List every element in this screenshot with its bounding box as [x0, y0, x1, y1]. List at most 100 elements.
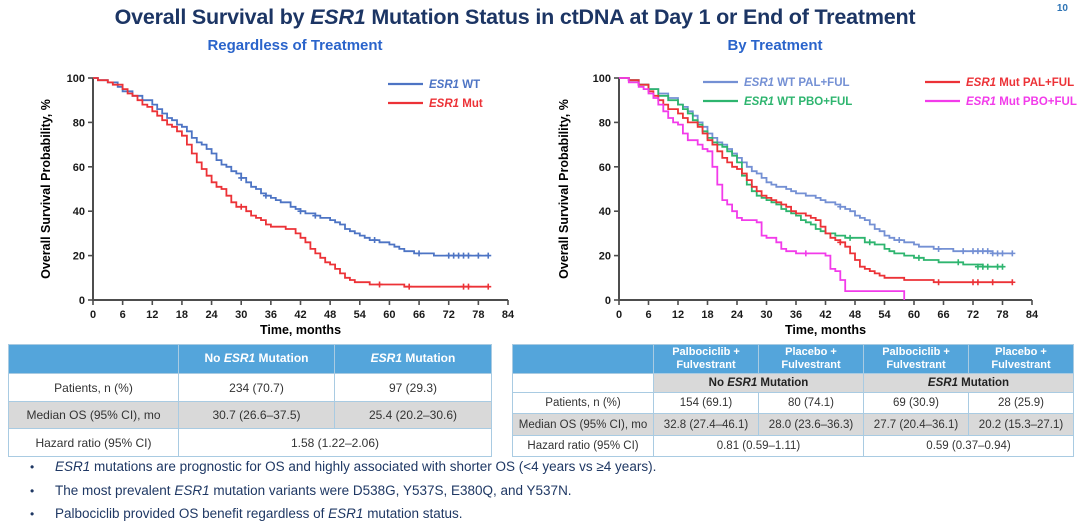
axes — [88, 77, 509, 305]
x-axis-title: Time, months — [785, 323, 866, 337]
table-header-row: Palbociclib + Fulvestrant Placebo + Fulv… — [512, 344, 1074, 374]
table-row-patients: Patients, n (%) 154 (69.1) 80 (74.1) 69 … — [512, 392, 1074, 414]
x-tick-labels: 0 6 12 18 24 30 36 42 48 54 60 66 72 78 84 — [616, 309, 1039, 321]
cell-value: 28 (25.9) — [968, 392, 1074, 414]
km-curve-series-1 — [619, 77, 1003, 268]
bullet-item: • ESR1 mutations are prognostic for OS a… — [30, 459, 1065, 474]
svg-text:ESR1 WT PBO+FUL: ESR1 WT PBO+FUL — [744, 96, 852, 108]
cell-value: 32.8 (27.4–46.1) — [653, 413, 759, 436]
svg-text:30: 30 — [235, 309, 247, 321]
svg-text:60: 60 — [383, 309, 395, 321]
svg-text:40: 40 — [599, 206, 611, 218]
svg-text:24: 24 — [205, 309, 218, 321]
svg-text:ESR1 WT: ESR1 WT — [429, 79, 480, 91]
cell-value: 69 (30.9) — [863, 392, 969, 414]
header-cell-palbociclib-fulvestrant-1: Palbociclib + Fulvestrant — [653, 344, 759, 374]
cell-value: 234 (70.7) — [178, 373, 335, 402]
y-axis-title: Overall Survival Probability, % — [39, 99, 53, 279]
svg-text:48: 48 — [324, 309, 336, 321]
legend-entry-1: ESR1 WT PBO+FUL — [703, 96, 852, 108]
svg-text:0: 0 — [616, 309, 622, 321]
svg-text:80: 80 — [599, 117, 611, 129]
cell-value: 80 (74.1) — [758, 392, 864, 414]
legend: ESR1 WT ESR1 Mut — [388, 79, 483, 110]
subheader-no-esr1-mutation: No ESR1 Mutation — [653, 373, 864, 393]
svg-text:24: 24 — [731, 309, 744, 321]
svg-text:48: 48 — [849, 309, 861, 321]
os-summary-table-regardless: No ESR1 Mutation ESR1 Mutation Patients,… — [8, 344, 492, 457]
legend-entry-1: ESR1 Mut — [388, 98, 483, 110]
censor-marks-series-3 — [802, 250, 809, 257]
cell-value: 20.2 (15.3–27.1) — [968, 413, 1074, 436]
censor-marks-series-0 — [837, 203, 1016, 257]
svg-text:36: 36 — [790, 309, 802, 321]
row-label: Median OS (95% CI), mo — [8, 401, 179, 429]
km-curve-series-1 — [93, 77, 489, 288]
cell-value: 0.59 (0.37–0.94) — [863, 435, 1074, 457]
km-curve-series-2 — [619, 77, 1013, 284]
header-cell-placebo-fulvestrant-2: Placebo + Fulvestrant — [968, 344, 1074, 374]
km-curve-series-0 — [93, 77, 489, 257]
bullet-text: Palbociclib provided OS benefit regardle… — [55, 506, 463, 521]
table-row-hazard-ratio: Hazard ratio (95% CI) 0.81 (0.59–1.11) 0… — [512, 435, 1074, 457]
table-row-patients: Patients, n (%) 234 (70.7) 97 (29.3) — [8, 373, 492, 402]
header-cell-palbociclib-fulvestrant-2: Palbociclib + Fulvestrant — [863, 344, 969, 374]
legend-entry-2: ESR1 Mut PAL+FUL — [925, 77, 1074, 89]
axes — [614, 77, 1033, 305]
header-cell-empty — [512, 344, 654, 374]
svg-text:54: 54 — [354, 309, 367, 321]
cell-value: 30.7 (26.6–37.5) — [178, 401, 335, 429]
os-summary-table-by-treatment: Palbociclib + Fulvestrant Placebo + Fulv… — [512, 344, 1074, 457]
legend: ESR1 WT PAL+FUL ESR1 WT PBO+FUL ESR1 Mut P… — [703, 77, 1077, 108]
legend-entry-0: ESR1 WT PAL+FUL — [703, 77, 850, 89]
svg-text:100: 100 — [593, 73, 611, 85]
cell-value: 27.7 (20.4–36.1) — [863, 413, 969, 436]
x-tick-labels: 0 6 12 18 24 30 36 42 48 54 60 66 72 78 84 — [90, 309, 515, 321]
header-cell-esr1-mutation: ESR1 Mutation — [334, 344, 492, 374]
svg-text:80: 80 — [73, 117, 85, 129]
bullet-icon: • — [30, 460, 35, 474]
svg-text:0: 0 — [605, 295, 611, 307]
svg-text:0: 0 — [90, 309, 96, 321]
svg-text:0: 0 — [79, 295, 85, 307]
cell-value: 25.4 (20.2–30.6) — [334, 401, 492, 429]
bullet-item: • Palbociclib provided OS benefit regard… — [30, 506, 1065, 521]
slide-title: Overall Survival by ESR1 Mutation Status… — [114, 5, 916, 29]
row-label: Patients, n (%) — [8, 373, 179, 402]
bullet-icon: • — [30, 483, 35, 498]
censor-marks-series-1 — [238, 203, 492, 290]
svg-text:66: 66 — [413, 309, 425, 321]
censor-marks-series-0 — [238, 174, 492, 259]
subheader-esr1-mutation: ESR1 Mutation — [863, 373, 1074, 393]
header-cell-empty — [8, 344, 179, 374]
y-tick-labels: 0 20 40 60 80 100 — [593, 73, 611, 307]
svg-text:78: 78 — [472, 309, 484, 321]
km-chart-by-treatment: 0 6 12 18 24 30 36 42 48 54 60 66 72 78 84 0 20 40 60 80 100… — [557, 73, 1077, 337]
svg-text:12: 12 — [672, 309, 684, 321]
svg-text:18: 18 — [176, 309, 188, 321]
censor-marks-series-2 — [837, 239, 1016, 286]
row-label: Hazard ratio (95% CI) — [512, 435, 654, 457]
bullet-item: • The most prevalent ESR1 mutation varia… — [30, 483, 1065, 498]
bullet-icon: • — [30, 507, 35, 521]
svg-text:84: 84 — [502, 309, 515, 321]
svg-text:54: 54 — [878, 309, 891, 321]
svg-text:ESR1 Mut: ESR1 Mut — [429, 98, 483, 110]
table-row-median-os: Median OS (95% CI), mo 32.8 (27.4–46.1) … — [512, 413, 1074, 436]
row-label: Hazard ratio (95% CI) — [8, 428, 179, 457]
legend-entry-0: ESR1 WT — [388, 79, 480, 91]
key-findings-list: • ESR1 mutations are prognostic for OS a… — [30, 459, 1065, 530]
km-chart-regardless-of-treatment: 0 6 12 18 24 30 36 42 48 54 60 66 72 78 84 0 20 40 60 80 100… — [39, 73, 515, 337]
chart-subtitle-left: Regardless of Treatment — [207, 37, 383, 54]
subheader-cell-empty — [512, 373, 654, 393]
bullet-text: The most prevalent ESR1 mutation variant… — [55, 482, 572, 498]
svg-text:72: 72 — [967, 309, 979, 321]
row-label: Median OS (95% CI), mo — [512, 413, 654, 436]
svg-text:60: 60 — [73, 162, 85, 174]
legend-entry-3: ESR1 Mut PBO+FUL — [925, 96, 1077, 108]
table-header-row: No ESR1 Mutation ESR1 Mutation — [8, 344, 492, 374]
svg-text:78: 78 — [996, 309, 1008, 321]
svg-text:20: 20 — [73, 251, 85, 263]
header-cell-no-esr1-mutation: No ESR1 Mutation — [178, 344, 335, 374]
